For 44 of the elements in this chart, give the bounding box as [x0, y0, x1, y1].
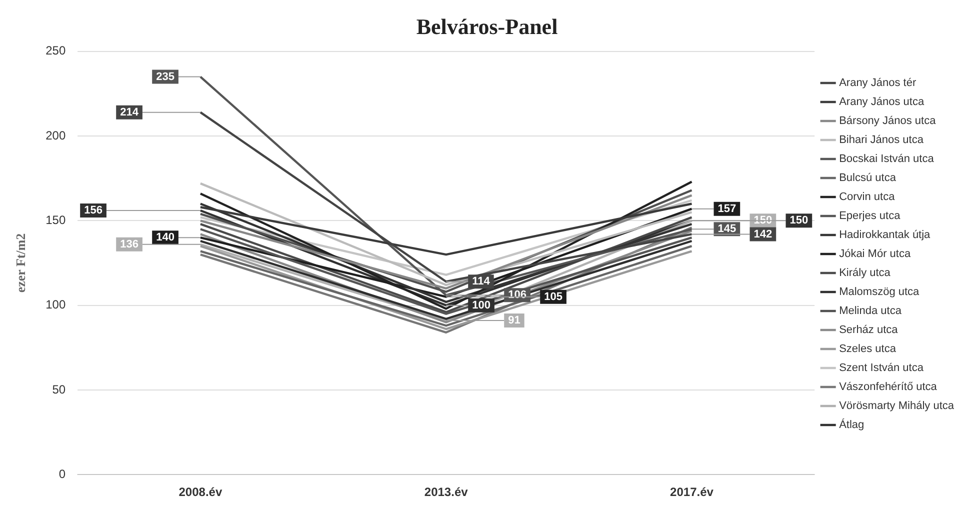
y-tick-label: 100: [46, 298, 66, 312]
legend-label: Malomszög utca: [839, 286, 920, 298]
data-label: 140: [156, 232, 174, 244]
y-tick-label: 150: [46, 212, 66, 227]
legend-label: Melinda utca: [839, 305, 902, 318]
x-tick-label: 2013.év: [424, 485, 468, 500]
legend-label: Szeles utca: [839, 343, 897, 356]
data-label: 100: [472, 299, 490, 312]
data-label: 214: [120, 106, 140, 118]
chart-title: Belváros-Panel: [416, 14, 558, 39]
data-label: 91: [508, 314, 520, 327]
y-tick-label: 250: [46, 44, 66, 58]
legend-label: Bársony János utca: [839, 115, 937, 128]
legend-label: Jókai Mór utca: [839, 248, 912, 260]
legend-label: Arany János utca: [839, 96, 925, 108]
legend-label: Vörösmarty Mihály utca: [839, 400, 955, 412]
data-label: 157: [718, 202, 736, 215]
legend-label: Király utca: [839, 267, 892, 280]
legend-label: Arany János tér: [839, 77, 916, 90]
legend-label: Átlag: [839, 418, 864, 432]
y-tick-label: 50: [52, 382, 66, 396]
data-label: 142: [754, 228, 772, 240]
y-axis-title: ezer Ft/m2: [13, 233, 28, 293]
y-tick-label: 200: [46, 128, 66, 142]
legend-label: Hadirokkantak útja: [839, 229, 932, 242]
data-label: 105: [544, 290, 562, 303]
y-tick-label: 0: [58, 466, 66, 481]
data-label: 114: [472, 276, 491, 288]
data-label: 136: [120, 238, 138, 250]
x-tick-label: 2008.év: [178, 485, 222, 500]
legend-label: Corvin utca: [839, 191, 896, 204]
data-label: 156: [84, 204, 102, 217]
x-tick-label: 2017.év: [670, 485, 714, 500]
legend-label: Eperjes utca: [839, 210, 902, 222]
legend-label: Vászonfehérítő utca: [839, 381, 938, 394]
data-label: 145: [718, 223, 736, 236]
legend-label: Bocskai István utca: [839, 153, 935, 166]
data-label: 235: [156, 70, 174, 83]
legend-label: Serház utca: [839, 324, 899, 336]
data-label: 150: [790, 214, 808, 227]
data-label: 150: [754, 214, 772, 227]
legend-label: Szent István utca: [839, 362, 924, 374]
legend-label: Bulcsú utca: [839, 172, 897, 184]
legend-label: Bihari János utca: [839, 134, 924, 146]
